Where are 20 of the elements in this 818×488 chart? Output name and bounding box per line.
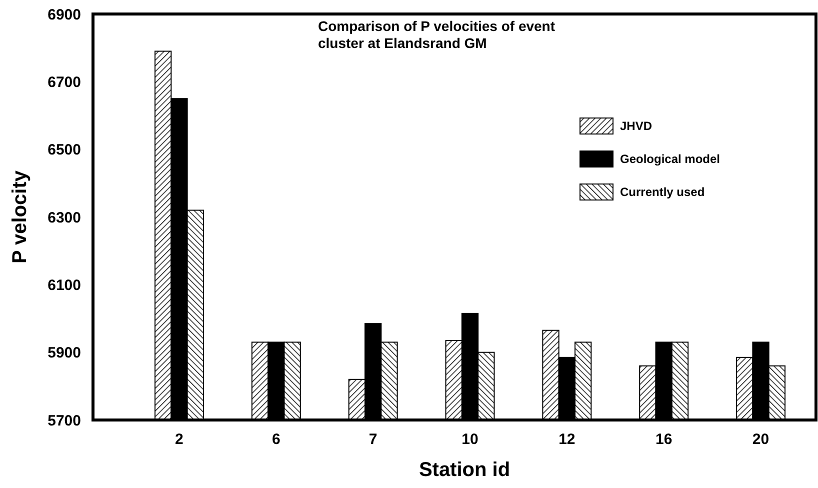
y-tick-label: 5700 (48, 412, 81, 430)
y-tick-label: 6100 (48, 276, 81, 294)
x-tick-label: 10 (462, 431, 478, 448)
x-tick-label: 7 (368, 431, 378, 448)
x-tick-label: 12 (558, 431, 576, 448)
x-tick-label: 6 (272, 431, 280, 448)
x-tick-label: 20 (752, 431, 770, 448)
legend-label: JHVD (620, 119, 652, 134)
y-tick-label: 5900 (48, 344, 81, 362)
x-tick-label: 2 (175, 431, 184, 448)
y-axis-title: P velocity (9, 170, 31, 264)
y-tick-label: 6500 (48, 142, 81, 159)
x-tick-label: 16 (656, 431, 672, 448)
y-tick-label: 6300 (48, 209, 81, 226)
y-tick-label: 6900 (48, 6, 81, 24)
legend-label: Currently used (620, 185, 705, 200)
legend-label: Geological model (620, 152, 720, 166)
x-axis-title: Station id (418, 459, 510, 481)
text: Comparison of P velocities of event cluster at Elandsrand GM (318, 18, 556, 51)
y-tick-label: 6700 (48, 74, 81, 91)
